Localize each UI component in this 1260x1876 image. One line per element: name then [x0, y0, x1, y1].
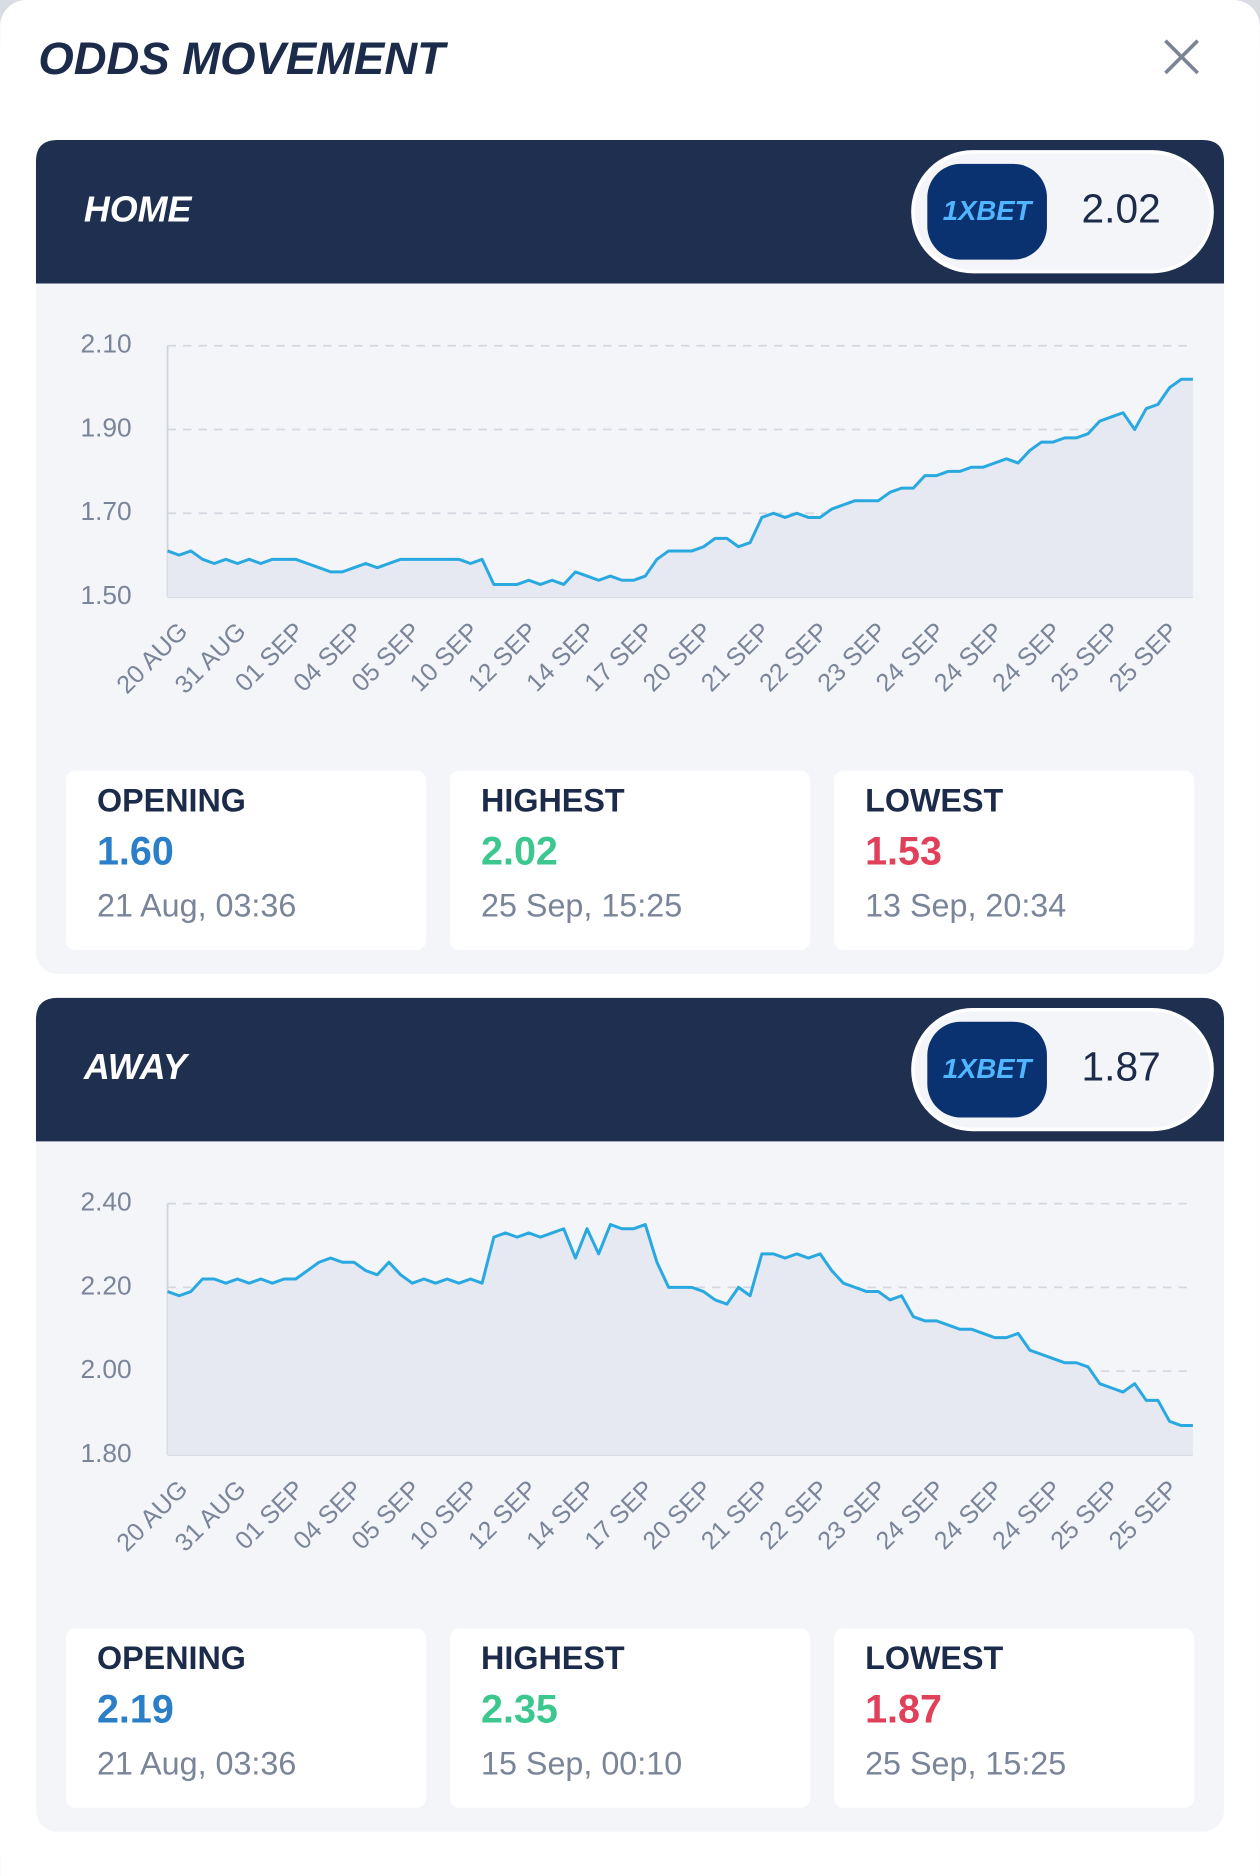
stat-card	[833, 770, 1195, 950]
stat-card	[833, 1628, 1195, 1808]
bookmaker-name: 1XBET	[943, 195, 1034, 226]
close-icon[interactable]	[1164, 39, 1199, 75]
current-odds: 2.02	[1082, 186, 1161, 232]
odds-line	[167, 1223, 1193, 1428]
y-tick-label: 2.00	[80, 1354, 131, 1384]
stat-name: LOWEST	[865, 782, 1003, 818]
stat-name: HIGHEST	[481, 782, 625, 818]
stat-card	[65, 770, 427, 950]
bookmaker-logo	[927, 1021, 1047, 1118]
stat-time: 25 Sep, 15:25	[865, 1745, 1066, 1781]
stat-value: 1.60	[97, 830, 174, 874]
stat-card	[449, 770, 811, 950]
stat-time: 21 Aug, 03:36	[97, 888, 296, 924]
panel-label: HOME	[84, 189, 193, 229]
stat-card	[449, 1628, 811, 1808]
y-tick-label: 1.90	[80, 412, 131, 442]
stat-time: 15 Sep, 00:10	[481, 1745, 682, 1781]
close-button[interactable]	[1151, 26, 1211, 86]
bookmaker-logo	[927, 163, 1047, 260]
stat-value: 2.19	[97, 1688, 174, 1732]
panel	[35, 139, 1225, 974]
area	[167, 379, 1193, 598]
area	[167, 1224, 1193, 1455]
stat-card	[65, 1628, 427, 1808]
stat-value: 2.02	[481, 830, 558, 874]
y-tick-label: 2.40	[80, 1187, 131, 1217]
stat-name: LOWEST	[865, 1640, 1003, 1676]
y-tick-label: 2.20	[80, 1270, 131, 1300]
panel-label: AWAY	[83, 1047, 190, 1087]
stat-time: 25 Sep, 15:25	[481, 888, 682, 924]
stat-name: HIGHEST	[481, 1640, 625, 1676]
bookmaker-name: 1XBET	[943, 1053, 1034, 1084]
page-title: ODDS MOVEMENT	[38, 33, 448, 84]
stat-value: 2.35	[481, 1688, 558, 1732]
stat-name: OPENING	[97, 1640, 246, 1676]
stat-name: OPENING	[97, 782, 246, 818]
stat-time: 13 Sep, 20:34	[865, 888, 1066, 924]
y-tick-label: 1.70	[80, 496, 131, 526]
y-tick-label: 2.10	[80, 329, 131, 359]
stat-value: 1.87	[865, 1688, 942, 1732]
stat-time: 21 Aug, 03:36	[97, 1745, 296, 1781]
stat-value: 1.53	[865, 830, 942, 874]
odds-line	[167, 377, 1193, 586]
y-tick-label: 1.50	[80, 580, 131, 610]
current-odds: 1.87	[1082, 1043, 1161, 1089]
y-tick-label: 1.80	[80, 1438, 131, 1468]
